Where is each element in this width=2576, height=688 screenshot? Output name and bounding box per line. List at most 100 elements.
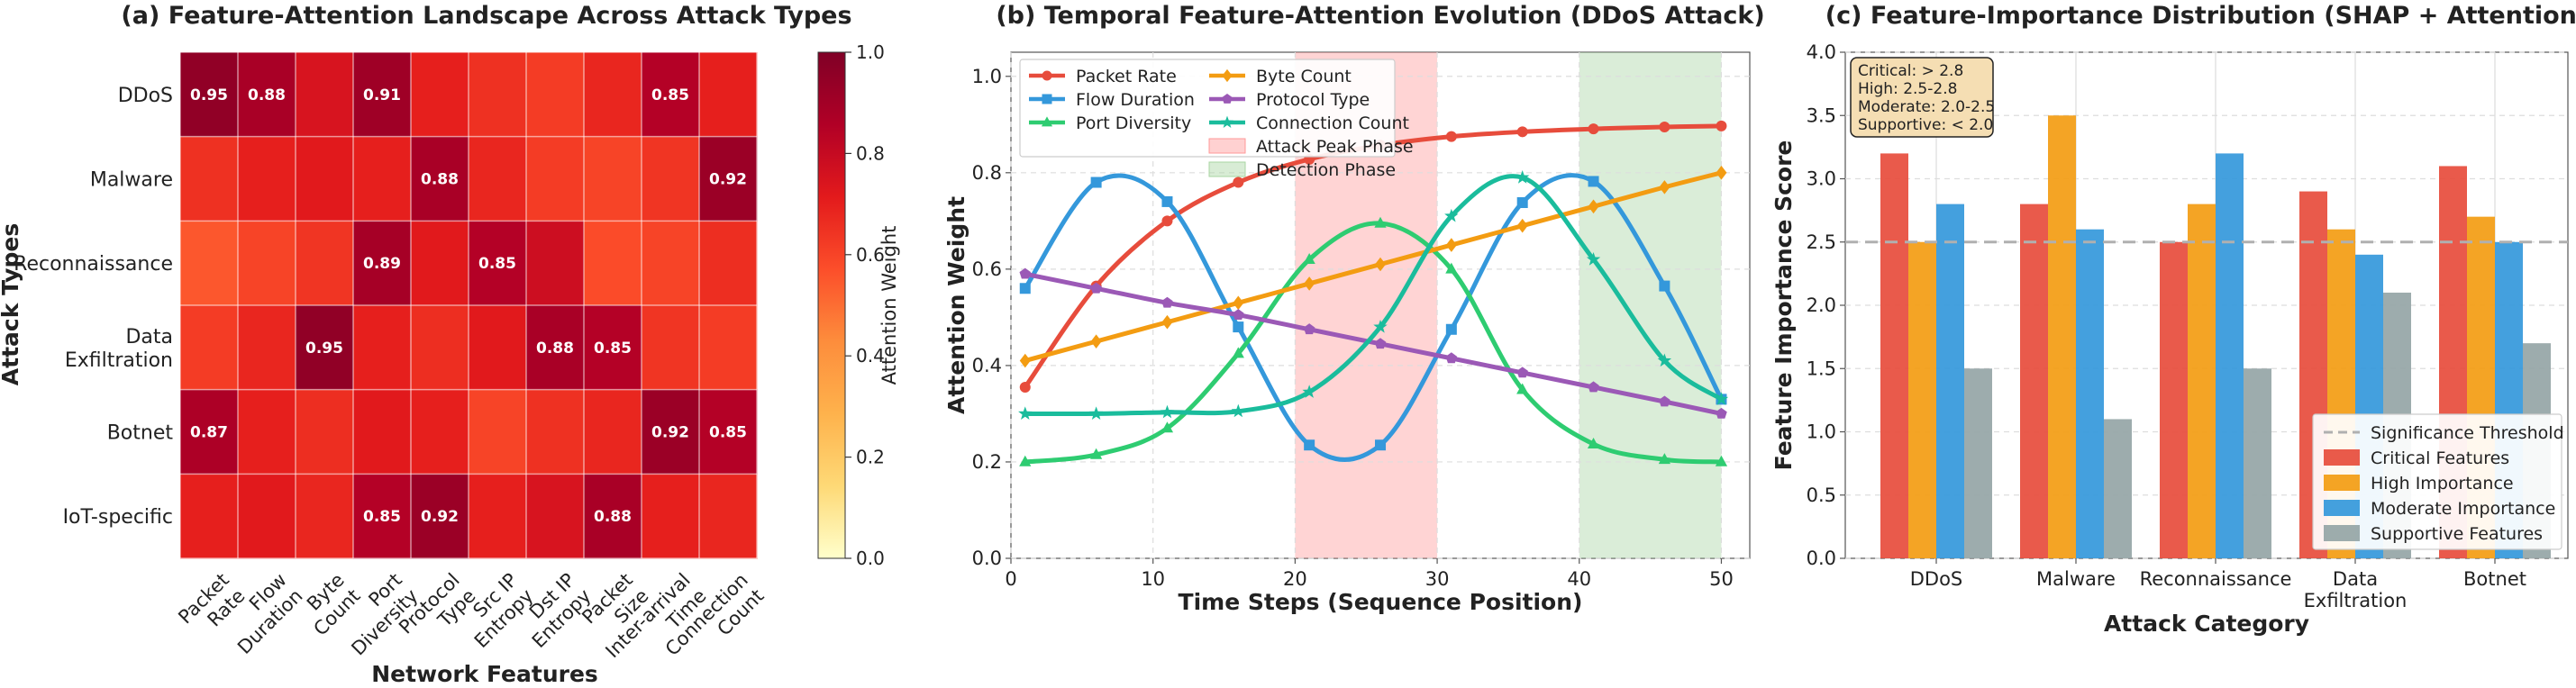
info-box-line: High: 2.5-2.8 <box>1858 80 1957 98</box>
heatmap-annotations: 0.95 0.88 0.91 0.85 0.88 0.92 0.89 0.85 0.95 0.88… <box>190 86 747 526</box>
legend-frame <box>1019 59 1396 158</box>
heatmap-cell <box>584 305 642 391</box>
heatmap-annotation: 0.92 <box>651 424 689 442</box>
data-point <box>1659 280 1670 292</box>
heatmap-cell <box>411 474 469 559</box>
legend-item: Significance Threshold <box>2324 423 2564 443</box>
data-point <box>1161 296 1173 308</box>
line-chart-ticks: 0 10 20 30 40 50 0.0 0.2 0.4 0.6 0.8 1.0 <box>972 66 1734 590</box>
bar <box>1936 204 1964 558</box>
legend-item: Port Diversity <box>1029 113 1191 133</box>
legend-patch-swatch <box>1208 138 1246 154</box>
data-point <box>1659 180 1670 195</box>
y-tick-label: 0.4 <box>972 355 1002 376</box>
data-point <box>1161 421 1174 433</box>
heatmap-cell <box>526 221 585 306</box>
data-point <box>1515 170 1530 184</box>
data-point <box>1444 208 1459 222</box>
bar <box>1908 241 1936 558</box>
data-point <box>1042 94 1052 104</box>
y-tick-label: 0.0 <box>1807 548 1836 569</box>
legend-patch-swatch <box>1208 161 1246 177</box>
heatmap-row-label: Data <box>125 326 173 349</box>
series-port-diversity <box>1019 216 1728 466</box>
x-tick-label: Data <box>2333 568 2378 590</box>
heatmap-annotation: 0.95 <box>190 86 228 104</box>
legend-item: Byte Count <box>1209 67 1352 86</box>
heatmap-annotation: 0.88 <box>421 171 459 189</box>
heatmap-cell <box>296 52 354 138</box>
bar-chart-title: (c) Feature-Importance Distribution (SHA… <box>1825 2 2576 30</box>
legend-label: Critical Features <box>2371 448 2509 468</box>
legend-item: Flow Duration <box>1029 90 1195 110</box>
bar <box>2244 368 2271 558</box>
heatmap-cell <box>296 474 354 559</box>
heatmap-cell <box>180 305 239 391</box>
heatmap-row-label: Malware <box>90 169 173 192</box>
y-tick-label: 3.5 <box>1807 104 1836 126</box>
heatmap-annotation: 0.88 <box>536 339 574 358</box>
data-point <box>1374 338 1387 349</box>
bar-chart-y-axis-label: Feature Importance Score <box>1770 140 1797 471</box>
heatmap-cell <box>238 52 296 138</box>
heatmap-cell <box>526 136 585 222</box>
bar <box>2048 115 2076 558</box>
heatmap-cell <box>526 305 585 391</box>
info-box-line: Supportive: < 2.0 <box>1858 116 1993 134</box>
y-tick-label: 0.0 <box>972 548 1002 569</box>
heatmap-cell <box>699 52 758 138</box>
data-point <box>1445 238 1457 252</box>
data-point <box>1658 453 1670 465</box>
data-point <box>1090 177 1102 188</box>
legend-item: Attack Peak Phase <box>1208 137 1414 157</box>
data-point <box>1374 216 1387 228</box>
heatmap-cell <box>411 389 469 475</box>
x-tick-label: 50 <box>1709 568 1734 590</box>
x-tick-label: 30 <box>1425 568 1450 590</box>
data-point <box>1659 121 1670 132</box>
heatmap-grid <box>179 51 758 559</box>
data-point <box>1090 448 1103 459</box>
colorbar <box>817 51 846 559</box>
heatmap-cell <box>584 474 642 559</box>
heatmap-cell <box>353 52 412 138</box>
heatmap-cell <box>584 221 642 306</box>
data-point <box>1302 385 1316 398</box>
data-point <box>1088 406 1104 420</box>
heatmap-cell <box>699 474 758 559</box>
y-tick-label: 1.0 <box>1807 421 1836 443</box>
heatmap-cell <box>584 52 642 138</box>
bar-chart-x-axis-label: Attack Category <box>2104 611 2309 637</box>
heatmap-cell <box>642 305 700 391</box>
heatmap-cell <box>296 221 354 306</box>
heatmap-cell <box>469 52 527 138</box>
legend-label: Moderate Importance <box>2371 499 2555 519</box>
heatmap-cell <box>296 305 354 391</box>
colorbar-tick-label: 0.8 <box>856 142 885 164</box>
line-chart-x-axis-label: Time Steps (Sequence Position) <box>1179 589 1583 615</box>
data-point <box>1233 321 1244 333</box>
data-point <box>1019 353 1031 368</box>
data-point <box>1019 283 1031 294</box>
data-point <box>1715 455 1728 466</box>
colorbar-tick-label: 1.0 <box>856 41 885 63</box>
legend-label: Port Diversity <box>1076 113 1191 133</box>
heatmap-x-axis-label: Network Features <box>371 661 598 684</box>
heatmap-annotation: 0.95 <box>305 339 343 358</box>
data-point <box>1041 116 1053 127</box>
x-tick-label: Malware <box>2036 568 2116 590</box>
bar <box>2104 419 2132 558</box>
heatmap-cell <box>296 136 354 222</box>
colorbar-ticks: 0.0 0.2 0.4 0.6 0.8 1.0 <box>845 41 885 569</box>
data-point <box>1445 323 1457 335</box>
y-tick-label: 3.0 <box>1807 168 1836 190</box>
data-point <box>1516 383 1529 394</box>
heatmap-cell <box>584 136 642 222</box>
x-tick-label: Reconnaissance <box>2140 568 2292 590</box>
data-point <box>1375 439 1386 451</box>
heatmap-cell <box>699 136 758 222</box>
legend-label: Supportive Features <box>2371 524 2543 544</box>
data-point <box>1161 195 1173 207</box>
heatmap-cell <box>642 136 700 222</box>
data-point <box>1516 218 1528 233</box>
